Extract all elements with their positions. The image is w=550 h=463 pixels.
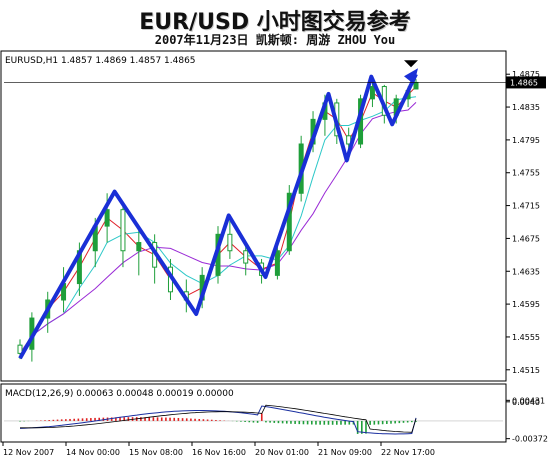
signal-line <box>20 404 417 433</box>
x-tick-label: 20 Nov 01:00 <box>255 448 309 457</box>
y-tick-label: 1.4755 <box>512 169 540 178</box>
candle-body <box>104 209 110 227</box>
x-tick-label: 16 Nov 16:00 <box>192 448 246 457</box>
y-axis-labels: 1.4875 1.4835 1.4795 1.4755 1.4715 1.4675 1.46… <box>506 70 540 375</box>
zigzag-arrowhead <box>404 68 418 85</box>
y-tick-label: 1.4675 <box>512 234 540 243</box>
x-axis-labels: 12 Nov 2007 14 Nov 00:00 15 Nov 08:00 16 No… <box>2 442 435 457</box>
candle-body <box>243 250 249 264</box>
macd-y-tick-label: 0.00431 <box>512 396 545 405</box>
y-tick-label: 1.4595 <box>512 300 540 309</box>
price-tag-box <box>506 76 546 89</box>
marker-triangle <box>404 60 418 68</box>
x-tick-label: 12 Nov 2007 <box>3 448 54 457</box>
candle-body <box>286 192 292 252</box>
x-tick-label: 15 Nov 08:00 <box>129 448 183 457</box>
x-tick-label: 22 Nov 17:00 <box>381 448 435 457</box>
y-tick-label: 1.4795 <box>512 136 540 145</box>
page-title: EUR/USD 小时图交易参考 <box>139 10 411 35</box>
y-tick-label: 1.4715 <box>512 202 540 211</box>
y-tick-label: 1.4635 <box>512 267 540 276</box>
main-panel-frame <box>0 50 507 382</box>
zigzag-trend <box>18 60 418 360</box>
candle-body <box>17 344 23 354</box>
x-tick-label: 14 Nov 00:00 <box>66 448 120 457</box>
macd-y-tick-label: -0.00372 <box>512 435 548 444</box>
candle-body <box>369 86 375 100</box>
y-tick-label: 1.4555 <box>512 333 540 342</box>
x-tick-label: 21 Nov 09:00 <box>318 448 372 457</box>
y-tick-label: 1.4875 <box>512 70 540 79</box>
price-tag: 1.4865 <box>4 76 546 89</box>
zigzag-line <box>18 73 418 360</box>
y-tick-label: 1.4835 <box>512 103 540 112</box>
candle-body <box>227 233 233 252</box>
main-info-text: EURUSD,H1 1.4857 1.4869 1.4857 1.4865 <box>5 56 196 66</box>
candle-body <box>120 209 126 252</box>
page-subtitle: 2007年11月23日 凯斯顿: 周游 ZHOU You <box>154 33 396 47</box>
macd-info-text: MACD(12,26,9) 0.00063 0.00048 0.00019 0.… <box>5 389 234 399</box>
candle-body <box>274 250 280 276</box>
price-tag-text: 1.4865 <box>510 78 538 87</box>
y-tick-label: 1.4515 <box>512 366 540 375</box>
macd-y-tick-label: 0.0040 <box>512 398 540 407</box>
candle-body <box>136 242 142 252</box>
macd-line <box>19 405 417 435</box>
candle-body <box>413 81 419 90</box>
